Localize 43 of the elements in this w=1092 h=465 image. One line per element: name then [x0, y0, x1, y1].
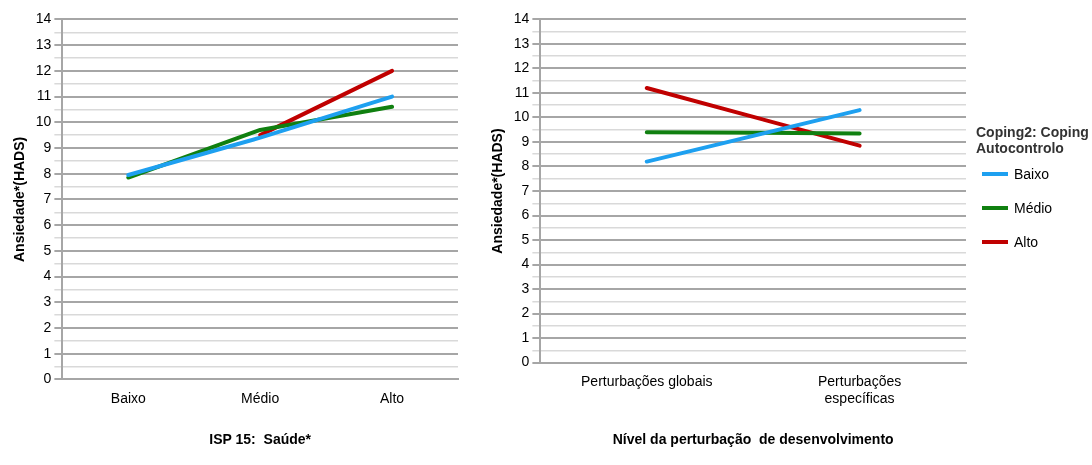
y-tick-label: 8 [521, 157, 530, 174]
y-tick-label: 13 [35, 35, 52, 52]
y-tick-label: 4 [43, 267, 52, 284]
y-tick-label: 10 [513, 108, 530, 125]
x-tick-label: Médio [241, 389, 280, 406]
legend-title: Coping2: Coping Autocontrolo [976, 123, 1090, 156]
y-tick-label: 14 [513, 10, 530, 27]
y-tick-label: 13 [513, 34, 530, 51]
x-tick-label: Perturbações globais [581, 372, 713, 389]
y-tick-label: 6 [521, 206, 530, 223]
legend-label: Baixo [1014, 165, 1050, 182]
y-tick-label: 11 [36, 87, 52, 104]
y-tick-label: 0 [521, 353, 530, 370]
x-tick-label: Perturbações específicas [817, 372, 902, 406]
y-tick-label: 9 [43, 138, 52, 155]
y-tick-label: 2 [43, 318, 52, 335]
y-tick-label: 5 [43, 241, 52, 258]
legend-label: Alto [1014, 233, 1039, 250]
x-axis-title: ISP 15: Saúde* [209, 431, 312, 448]
y-tick-label: 10 [35, 113, 52, 130]
y-tick-label: 7 [521, 181, 530, 198]
y-tick-label: 4 [521, 255, 530, 272]
legend-label: Médio [1014, 199, 1053, 216]
x-tick-label: Baixo [110, 389, 147, 406]
y-tick-label: 6 [43, 215, 52, 232]
y-tick-label: 3 [521, 279, 530, 296]
y-tick-label: 12 [513, 59, 530, 76]
y-tick-label: 3 [43, 293, 52, 310]
x-axis-title: Nível da perturbação de desenvolvimento [612, 431, 894, 448]
y-axis-title: Ansiedade*(HADS) [11, 136, 28, 263]
y-tick-label: 12 [35, 61, 52, 78]
y-tick-label: 1 [43, 344, 52, 361]
x-tick-label: Alto [380, 389, 405, 406]
y-tick-label: 14 [35, 10, 52, 27]
y-tick-label: 9 [521, 132, 530, 149]
y-tick-label: 8 [43, 164, 52, 181]
y-tick-label: 11 [514, 83, 530, 100]
y-tick-label: 7 [43, 190, 52, 207]
y-tick-label: 1 [521, 328, 530, 345]
y-axis-title: Ansiedade*(HADS) [489, 128, 506, 254]
y-tick-label: 0 [43, 370, 52, 387]
y-tick-label: 5 [521, 230, 530, 247]
y-tick-label: 2 [521, 304, 530, 321]
